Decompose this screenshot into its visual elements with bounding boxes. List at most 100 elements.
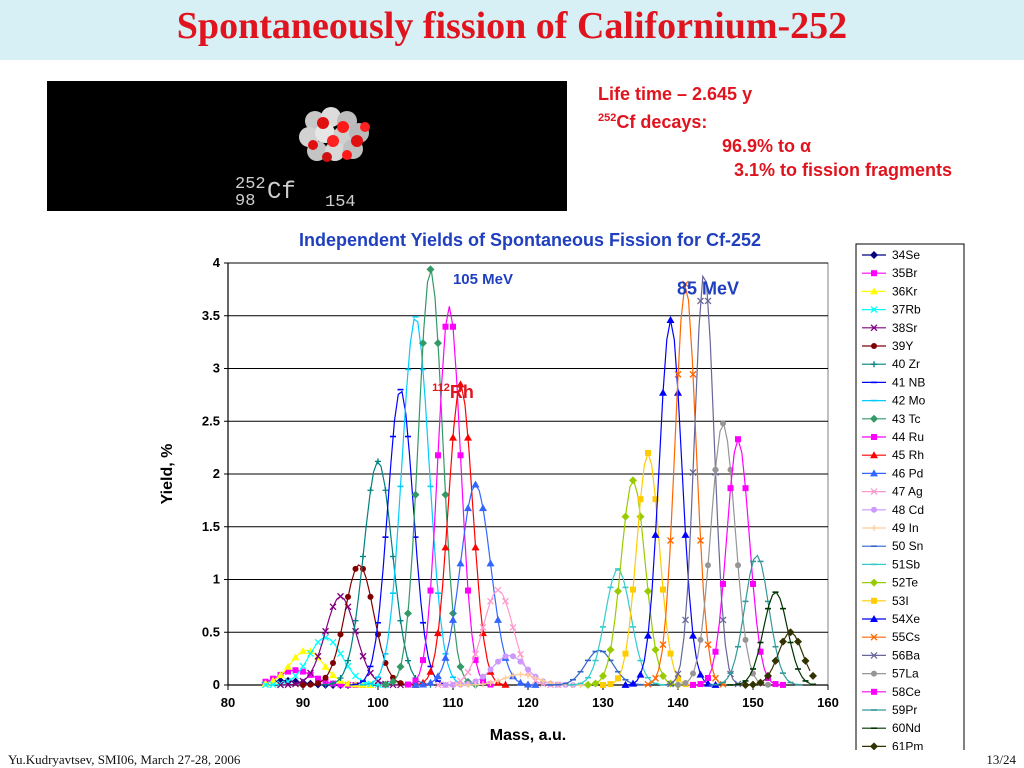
data-point [690, 670, 696, 677]
data-point [764, 671, 772, 680]
y-tick-label: 3.5 [202, 308, 220, 323]
data-point [696, 670, 705, 678]
data-point [390, 553, 396, 560]
data-point [405, 681, 411, 688]
series-line [302, 564, 415, 686]
y-tick-label: 0.5 [202, 624, 220, 639]
data-point [464, 433, 472, 441]
data-point [689, 631, 697, 639]
legend-label: 61Pm [892, 739, 923, 750]
legend-label: 35Br [892, 266, 917, 280]
data-point [644, 631, 652, 639]
data-point [870, 488, 878, 496]
data-point [307, 671, 314, 678]
data-point [284, 662, 292, 670]
data-point [434, 681, 442, 689]
data-point [870, 469, 878, 477]
data-point [644, 587, 652, 596]
y-axis-label: Yield, % [159, 444, 176, 505]
data-point [450, 681, 456, 688]
decay-info: Life time – 2.645 y 252Cf decays: 96.9% … [598, 82, 952, 182]
data-point [322, 627, 329, 635]
title-band [0, 0, 1024, 60]
data-point [621, 512, 630, 521]
data-point [472, 681, 479, 688]
data-point [307, 650, 314, 658]
data-point [772, 681, 779, 688]
y-tick-label: 4 [213, 255, 221, 270]
data-point [749, 680, 757, 689]
data-point [337, 674, 344, 681]
data-point [524, 680, 532, 688]
data-point [434, 339, 442, 348]
series-54xe [621, 315, 720, 688]
data-point [516, 678, 525, 686]
data-point [697, 297, 704, 305]
legend-item: 41 NB [862, 375, 925, 389]
data-point [480, 673, 486, 680]
x-tick-label: 140 [667, 695, 689, 710]
data-point [495, 677, 501, 684]
data-point [599, 672, 607, 681]
series-line [361, 318, 467, 686]
legend-label: 58Ce [892, 685, 921, 699]
data-point [517, 658, 524, 665]
data-point [404, 609, 412, 618]
data-point [636, 670, 645, 678]
data-point [434, 629, 442, 637]
legend-item: 55Cs [862, 630, 920, 644]
data-point [870, 633, 878, 641]
data-point [330, 680, 336, 687]
data-point [472, 657, 479, 664]
legend-label: 47 Ag [892, 485, 923, 499]
data-point [651, 645, 660, 654]
data-point [682, 280, 689, 288]
data-point [337, 631, 344, 638]
legend-item: 54Xe [862, 612, 920, 626]
legend-item: 48 Cd [862, 503, 924, 517]
data-point [479, 504, 487, 512]
data-point [704, 641, 712, 649]
data-point [456, 380, 465, 388]
page-number: 13/24 [986, 752, 1016, 767]
data-point [674, 370, 682, 378]
legend-label: 56Ba [892, 648, 920, 662]
data-point [337, 681, 344, 688]
data-point [525, 666, 531, 673]
data-point [299, 647, 307, 655]
data-point [262, 681, 269, 689]
data-point [871, 270, 877, 277]
data-point [870, 742, 878, 750]
legend-item: 39Y [862, 339, 913, 353]
legend-item: 42 Mo [862, 394, 926, 408]
data-point [487, 597, 494, 605]
data-point [487, 679, 494, 686]
data-point [667, 537, 674, 544]
data-point [742, 485, 749, 492]
series-39y [300, 564, 419, 688]
data-point [780, 681, 786, 688]
data-point [277, 680, 284, 688]
data-point [502, 597, 509, 605]
data-point [322, 674, 329, 681]
data-point [614, 587, 622, 596]
data-point [389, 677, 397, 686]
data-point [630, 586, 636, 593]
lifetime-line: Life time – 2.645 y [598, 84, 753, 104]
data-point [315, 675, 321, 682]
data-point [705, 562, 711, 569]
data-point [291, 677, 300, 686]
legend-item: 43 Tc [862, 412, 920, 426]
y-tick-label: 2.5 [202, 413, 220, 428]
nucleus-label-top: 252 [235, 175, 266, 194]
data-point [329, 603, 337, 611]
data-point [517, 671, 524, 678]
legend-label: 55Cs [892, 630, 920, 644]
data-point [525, 672, 531, 679]
data-point [870, 451, 878, 459]
data-point [397, 617, 404, 624]
data-point [871, 434, 877, 440]
legend-label: 45 Rh [892, 448, 924, 462]
data-point [682, 616, 689, 624]
data-point [420, 657, 426, 664]
